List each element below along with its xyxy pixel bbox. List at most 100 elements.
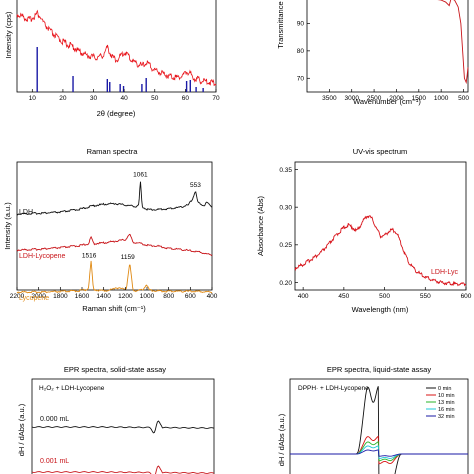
raman-plot-frame	[16, 161, 213, 291]
ftir-x-tick-label: 2500	[367, 95, 382, 102]
xrd-x-tick-label: 30	[90, 95, 98, 102]
uvvis-y-tick-label: 0.35	[279, 167, 292, 174]
raman-line-0	[16, 181, 213, 216]
uvvis-title: UV-vis spectrum	[353, 147, 408, 156]
epr-liquid-line-4	[290, 449, 468, 457]
epr-liquid-legend-label: 0 min	[438, 386, 451, 392]
raman-peak-label: 1061	[133, 171, 148, 178]
ftir-plot-frame	[306, 0, 469, 93]
xrd-x-tick-label: 50	[151, 95, 159, 102]
epr-solid-line-1	[31, 465, 215, 474]
xrd-marks	[16, 9, 217, 92]
xrd-x-axis-label: 2θ (degree)	[97, 109, 136, 118]
epr-solid-series-label-0: 0.000 mL	[40, 416, 69, 423]
uvvis-x-tick-label: 400	[298, 293, 309, 300]
ftir-y-tick-label: 70	[297, 76, 305, 83]
xrd-x-ticks: 10 20 30 40 50 60 70	[29, 89, 220, 102]
raman-x-tick-label: 2200	[10, 293, 25, 300]
ftir-x-tick-label: 3000	[344, 95, 359, 102]
raman-x-tick-label: 1800	[53, 293, 68, 300]
epr-solid-title: EPR spectra, solid-state assay	[64, 365, 166, 374]
epr-solid-line-0	[31, 420, 215, 434]
xrd-x-tick-label: 40	[121, 95, 129, 102]
uvvis-marks	[294, 215, 466, 287]
panel-xrd: 10 20 30 40 50 60 70 2θ (degree) Intensity (cp…	[4, 0, 220, 118]
raman-line-2	[16, 260, 213, 294]
raman-marks: 1061 553 1516 1159	[16, 171, 213, 294]
xrd-pattern-line	[16, 9, 217, 87]
uvvis-y-tick-label: 0.20	[279, 280, 292, 287]
raman-series-label-lycopene: Lycopene	[19, 295, 49, 302]
raman-x-tick-label: 1600	[75, 293, 90, 300]
ftir-x-tick-label: 1500	[412, 95, 427, 102]
ftir-x-ticks: 3500 3000 2500 2000 1500 1000 500	[322, 89, 469, 102]
uvvis-plot-frame	[294, 161, 467, 291]
epr-liquid-legend-label: 16 min	[438, 407, 455, 413]
uvvis-y-axis-label: Absorbance (Abs)	[256, 195, 265, 256]
raman-title: Raman spectra	[87, 147, 139, 156]
ftir-marks	[437, 0, 469, 85]
raman-x-tick-label: 1000	[140, 293, 155, 300]
raman-peak-label: 1516	[82, 252, 97, 259]
epr-liquid-legend-label: 13 min	[438, 400, 455, 406]
ftir-y-tick-label: 80	[297, 48, 305, 55]
raman-peak-label: 553	[190, 182, 201, 189]
raman-series-label-ldh-lycopene: LDH-Lycopene	[19, 253, 66, 260]
raman-x-tick-label: 1200	[118, 293, 133, 300]
ftir-y-ticks: 70 80 90	[297, 21, 310, 83]
ftir-x-tick-label: 2000	[389, 95, 404, 102]
panel-epr-solid: EPR spectra, solid-state assay H₂O₂ + LD…	[17, 365, 215, 474]
raman-x-ticks: 2200 2000 1800 1600 1400 1200 1000 800 600 400	[10, 287, 218, 300]
raman-line-1	[16, 233, 213, 257]
panel-raman: Raman spectra 1061 553 1516 1159 2200 2000 18…	[3, 147, 218, 313]
epr-solid-y-axis-label: dH / dAbs (a.u.)	[17, 403, 26, 456]
epr-liquid-y-axis-label: dH / dAbs (a.u.)	[277, 413, 286, 466]
panel-epr-liquid: EPR spectra, liquid-state assay DPPH· + …	[277, 365, 469, 474]
raman-x-tick-label: 1400	[96, 293, 111, 300]
raman-series-label-ldh: LDH	[19, 209, 33, 216]
epr-liquid-legend-label: 10 min	[438, 393, 455, 399]
uvvis-y-ticks: 0.20 0.25 0.30 0.35	[279, 167, 298, 287]
xrd-x-tick-label: 60	[182, 95, 190, 102]
xrd-y-axis-label: Intensity (cps)	[4, 11, 13, 58]
uvvis-x-tick-label: 500	[379, 293, 390, 300]
epr-liquid-plot-frame	[289, 378, 469, 474]
epr-liquid-marks	[290, 386, 468, 474]
xrd-x-tick-label: 20	[59, 95, 67, 102]
raman-y-axis-label: Intensity (a.u.)	[3, 202, 12, 250]
uvvis-y-tick-label: 0.30	[279, 204, 292, 211]
raman-x-tick-label: 400	[207, 293, 218, 300]
ftir-x-axis-label: Wavenumber (cm⁻¹)	[353, 97, 421, 106]
ftir-y-tick-label: 90	[297, 21, 305, 28]
uvvis-x-tick-label: 600	[461, 293, 472, 300]
epr-solid-marks	[31, 420, 215, 474]
raman-x-tick-label: 800	[163, 293, 174, 300]
epr-solid-plot-frame	[31, 378, 215, 474]
raman-x-tick-label: 600	[185, 293, 196, 300]
raman-peak-label: 1159	[121, 254, 135, 261]
xrd-x-tick-label: 10	[29, 95, 37, 102]
ftir-spectrum-line	[437, 0, 469, 85]
epr-liquid-annotation: DPPH· + LDH-Lycopene	[298, 385, 369, 392]
epr-solid-annotation: H₂O₂ + LDH-Lycopene	[39, 385, 105, 392]
ftir-x-tick-label: 500	[458, 95, 469, 102]
ftir-x-tick-label: 1000	[434, 95, 449, 102]
panel-uvvis: UV-vis spectrum 400 450 500 550 600 0.20 0.25…	[256, 147, 472, 314]
raman-x-tick-label: 2000	[31, 293, 46, 300]
uvvis-spectrum-line	[294, 215, 466, 287]
ftir-y-axis-label: Transmittance	[276, 1, 285, 48]
epr-liquid-legend-label: 32 min	[438, 414, 455, 420]
xrd-x-tick-label: 70	[212, 95, 220, 102]
ftir-x-tick-label: 3500	[322, 95, 337, 102]
epr-liquid-title: EPR spectra, liquid-state assay	[327, 365, 431, 374]
uvvis-x-tick-label: 550	[420, 293, 431, 300]
uvvis-y-tick-label: 0.25	[279, 242, 292, 249]
uvvis-x-ticks: 400 450 500 550 600	[298, 287, 472, 300]
raman-x-axis-label: Raman shift (cm⁻¹)	[82, 304, 146, 313]
panel-ftir: 3500 3000 2500 2000 1500 1000 500 70 80 90 Waven…	[276, 0, 469, 106]
uvvis-x-tick-label: 450	[338, 293, 349, 300]
xrd-plot-frame	[16, 0, 217, 93]
uvvis-x-axis-label: Wavelength (nm)	[352, 305, 409, 314]
